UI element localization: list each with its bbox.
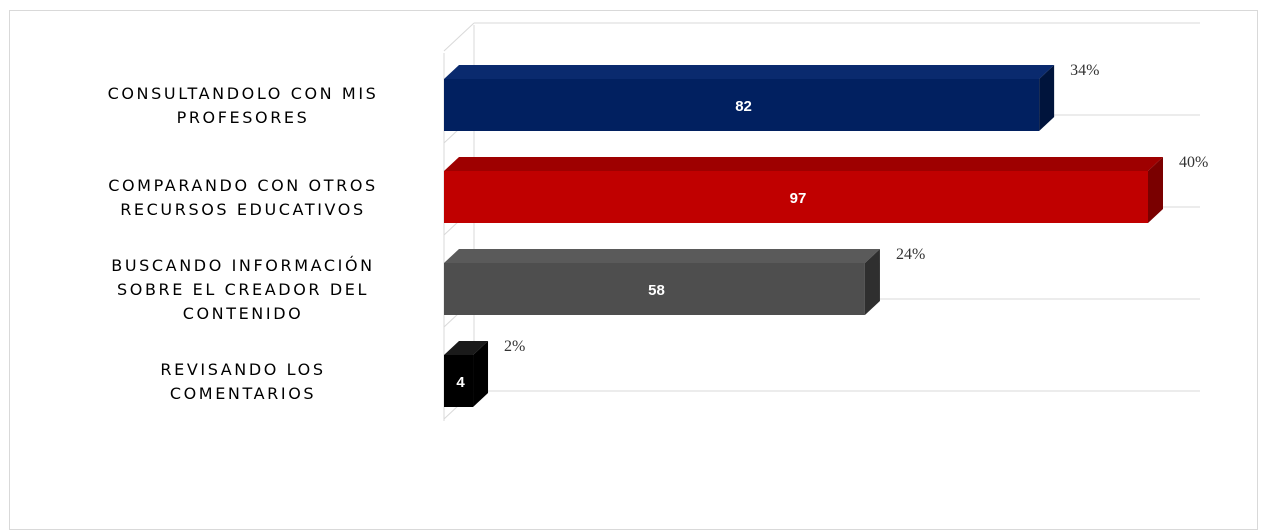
floor-edge	[443, 22, 475, 52]
data-label: 97	[790, 190, 807, 207]
data-label: 58	[648, 282, 665, 299]
category-label: COMPARANDO CON OTROS RECURSOS EDUCATIVOS	[108, 176, 378, 219]
category-label: BUSCANDO INFORMACIÓN SOBRE EL CREADOR DEL…	[111, 256, 374, 323]
percent-label: 34%	[1070, 62, 1099, 79]
bar	[444, 355, 474, 407]
bar-side-face	[1039, 65, 1055, 131]
bar-top-face	[444, 341, 489, 355]
category-label: REVISANDO LOS COMENTARIOS	[160, 360, 325, 403]
bar	[444, 79, 1040, 131]
bar-top-face	[444, 157, 1163, 171]
percent-label: 40%	[1179, 154, 1208, 171]
bar	[444, 263, 865, 315]
bar-side-face	[473, 341, 489, 407]
data-label: 82	[735, 98, 752, 115]
bar	[444, 171, 1148, 223]
data-label: 4	[456, 374, 465, 391]
category-label: CONSULTANDOLO CON MIS PROFESORES	[108, 84, 379, 127]
percent-label: 2%	[504, 338, 525, 355]
percent-label: 24%	[896, 246, 925, 263]
bar-side-face	[864, 249, 880, 315]
bar-top-face	[444, 249, 880, 263]
bar-side-face	[1148, 157, 1163, 223]
bar-top-face	[444, 65, 1055, 79]
